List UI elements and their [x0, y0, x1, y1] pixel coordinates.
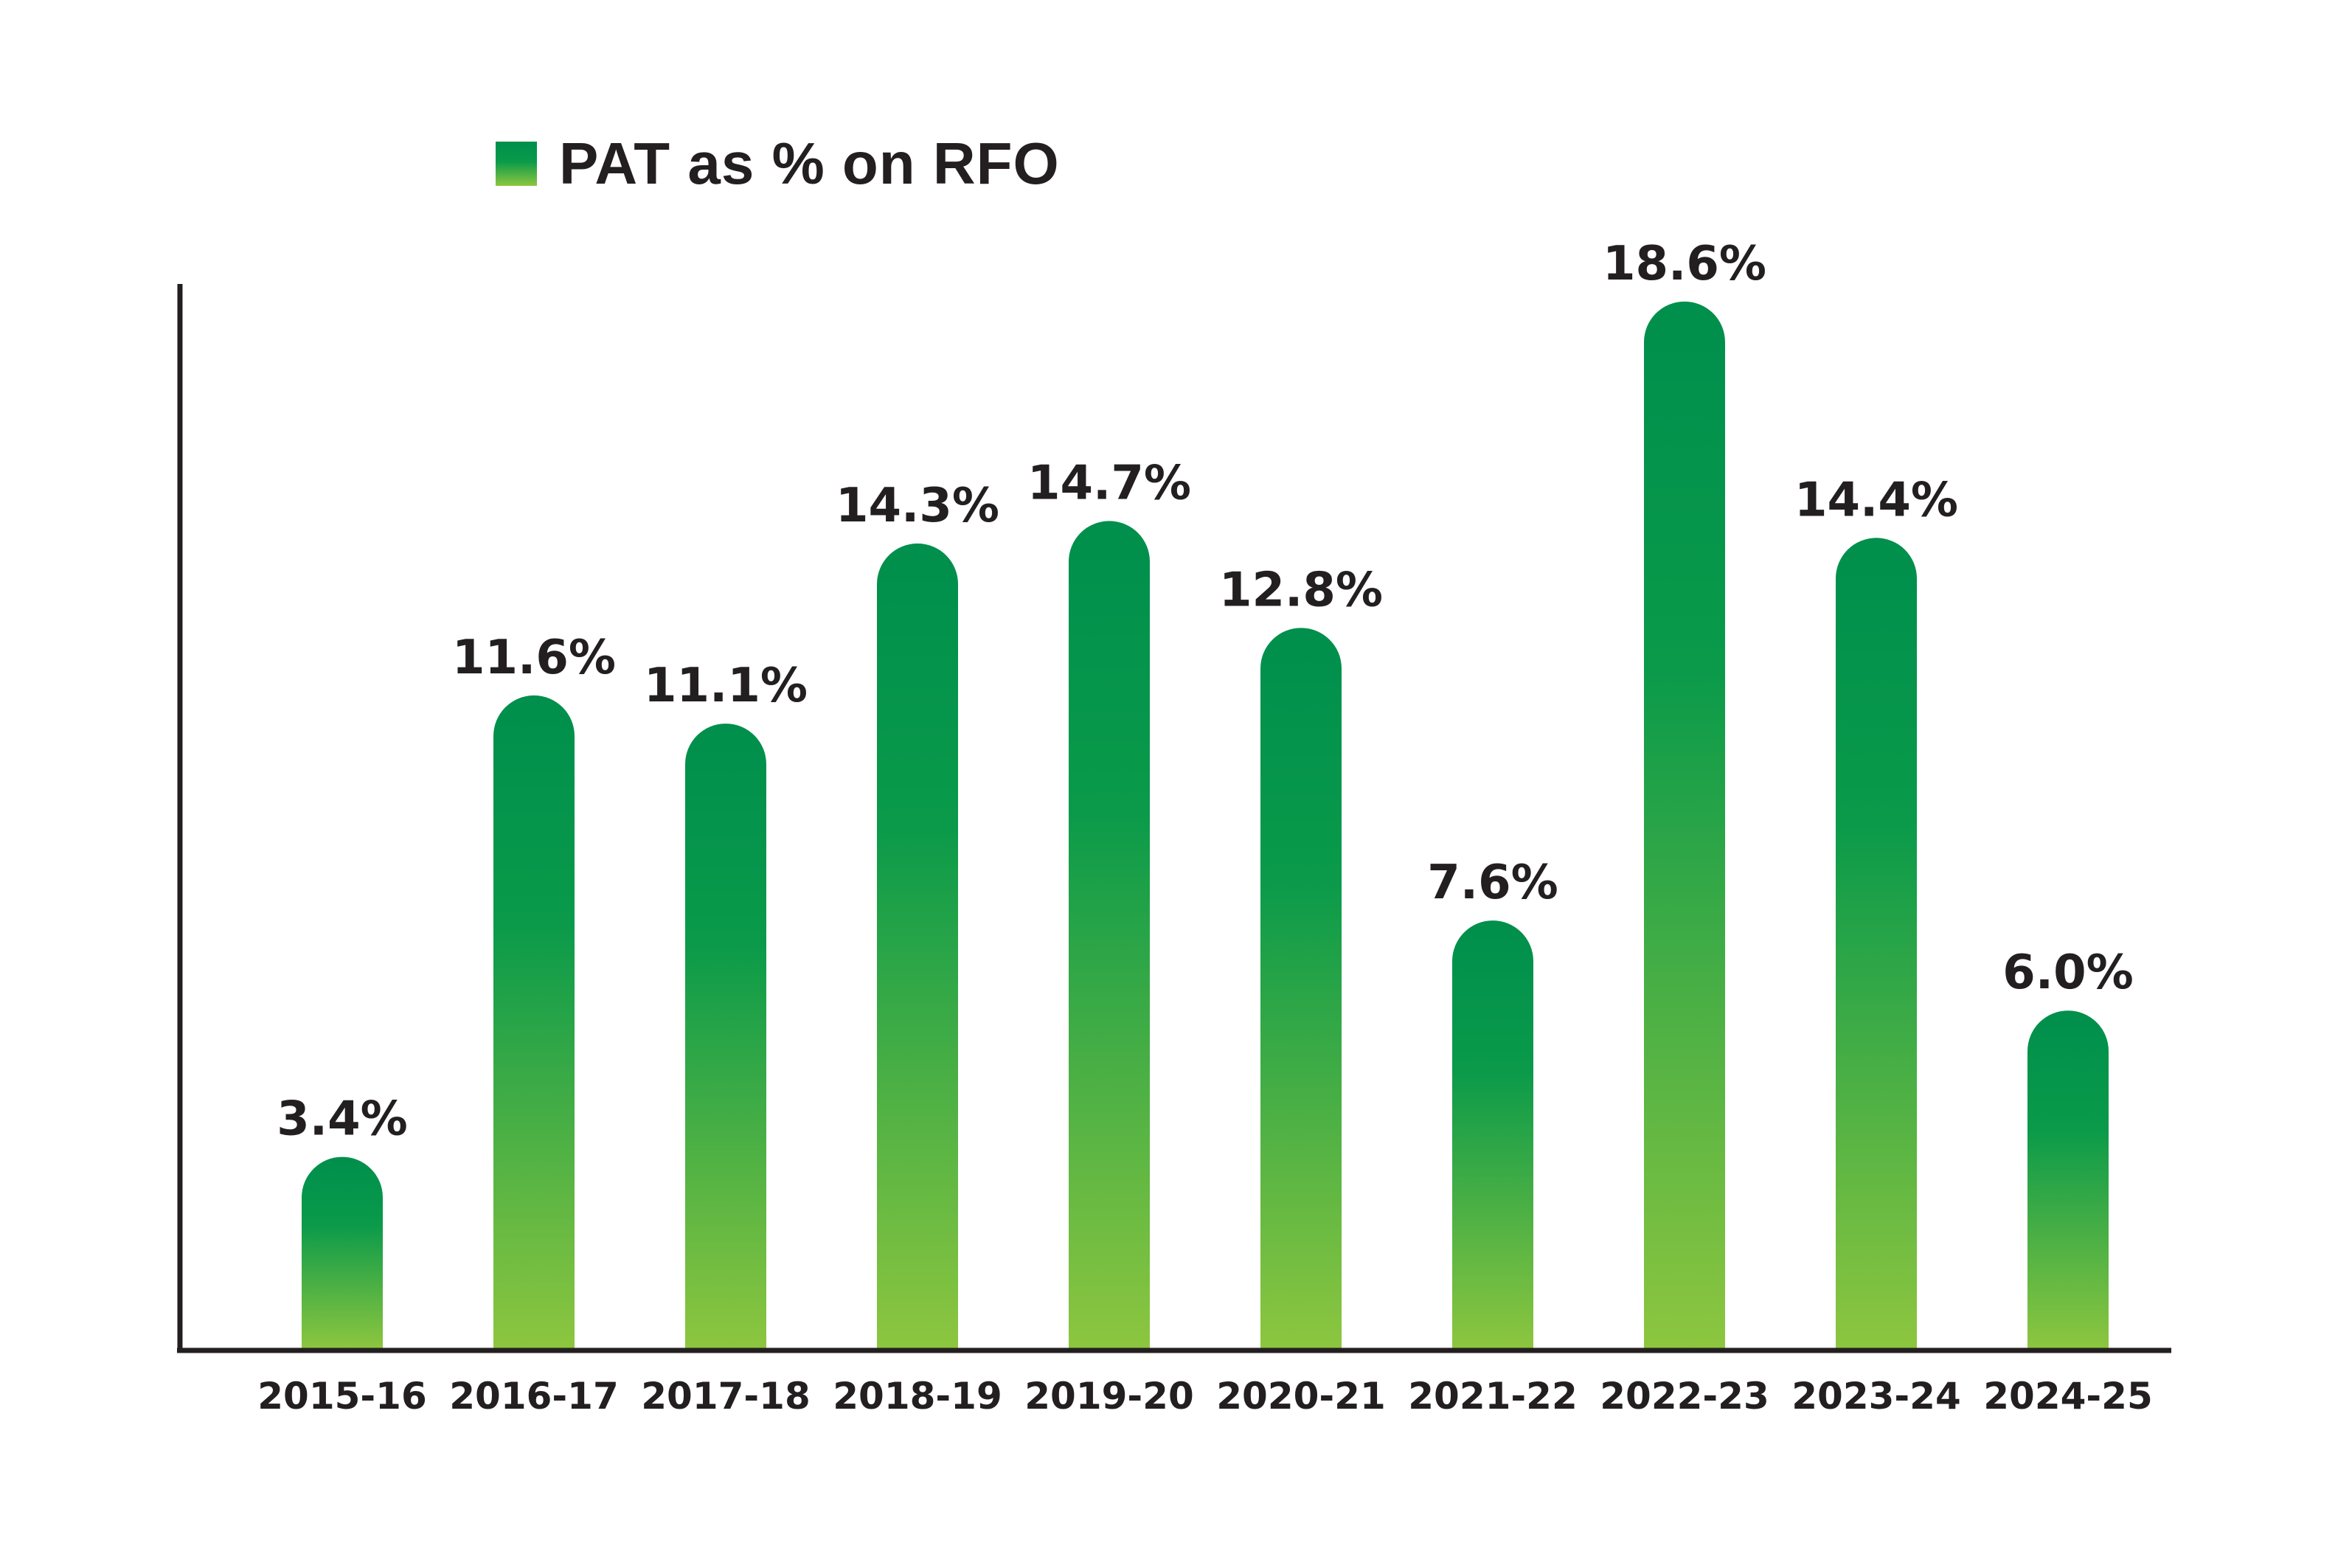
x-tick-label-2023-24: 2023-24 [1791, 1375, 1961, 1418]
bar-2015-16 [302, 1156, 383, 1348]
x-tick-label-2021-22: 2021-22 [1408, 1375, 1578, 1418]
x-tick-label-2020-21: 2020-21 [1216, 1375, 1386, 1418]
x-tick-label-2016-17: 2016-17 [449, 1375, 619, 1418]
value-label-2021-22: 7.6% [1427, 856, 1558, 910]
x-tick-label-2019-20: 2019-20 [1024, 1375, 1194, 1418]
legend: PAT as % on RFO [496, 130, 1060, 198]
x-tick-label-2015-16: 2015-16 [257, 1375, 427, 1418]
bar-2021-22 [1452, 920, 1533, 1348]
bar-2019-20 [1069, 521, 1150, 1348]
value-label-2024-25: 6.0% [2002, 946, 2134, 1000]
bar-2024-25 [2027, 1010, 2109, 1348]
value-labels-layer: 3.4% 11.6% 11.1% 14.3% 14.7% 12.8% 7.6% 18.6% 14… [277, 237, 2134, 1147]
bar-2020-21 [1260, 628, 1342, 1348]
x-tick-labels-layer: 2015-16 2016-17 2017-18 2018-19 2019-20 2020-… [257, 1375, 2153, 1418]
bars-layer [302, 301, 2109, 1349]
x-tick-label-2017-18: 2017-18 [641, 1375, 811, 1418]
bar-2017-18 [685, 724, 766, 1348]
value-label-2020-21: 12.8% [1219, 563, 1383, 617]
bar-2016-17 [493, 695, 575, 1348]
value-label-2016-17: 11.6% [452, 631, 616, 685]
bar-2018-19 [877, 543, 958, 1349]
value-label-2019-20: 14.7% [1027, 456, 1191, 510]
bar-2022-23 [1644, 301, 1725, 1348]
value-label-2023-24: 14.4% [1794, 473, 1958, 527]
bar-2023-24 [1836, 538, 1917, 1348]
value-label-2022-23: 18.6% [1603, 237, 1766, 291]
value-label-2017-18: 11.1% [644, 659, 808, 713]
value-label-2018-19: 14.3% [836, 479, 999, 533]
x-tick-label-2024-25: 2024-25 [1983, 1375, 2153, 1418]
legend-label: PAT as % on RFO [559, 131, 1060, 196]
x-tick-label-2018-19: 2018-19 [833, 1375, 1002, 1418]
x-tick-label-2022-23: 2022-23 [1600, 1375, 1769, 1418]
value-label-2015-16: 3.4% [277, 1092, 408, 1147]
legend-swatch [496, 142, 537, 186]
